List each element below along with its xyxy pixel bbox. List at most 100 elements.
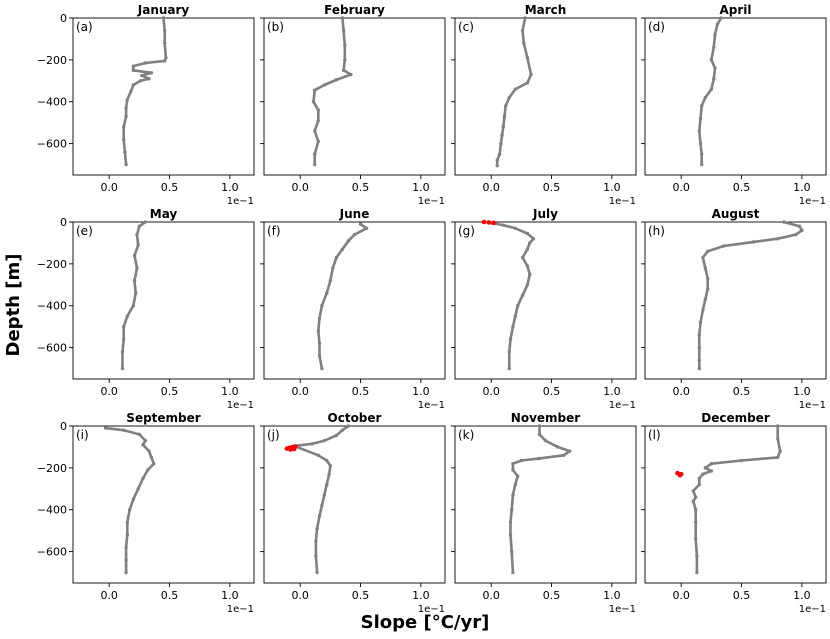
x-tick-label: 0.5: [543, 589, 561, 602]
profile-point: [123, 150, 127, 154]
x-tick-label: 0.5: [733, 589, 751, 602]
profile-point: [121, 428, 126, 432]
panel-title: December: [701, 411, 770, 425]
x-tick-label: 0.0: [291, 385, 309, 398]
panel-january: January (a) 0.0 0.5 1.0 1e−1 0 −200 −400 −600: [37, 3, 255, 207]
profile-point: [520, 255, 525, 260]
profile-point: [511, 493, 515, 497]
y-tick-label: −400: [37, 96, 67, 109]
profile-point: [131, 64, 136, 68]
profile-point: [499, 141, 503, 146]
profile-point: [331, 266, 335, 270]
profile-point: [316, 108, 320, 112]
profile-point: [700, 104, 704, 108]
profile-point: [124, 106, 128, 110]
x-tick-label: 0.0: [672, 385, 690, 398]
x-tick-label: 0.5: [543, 181, 561, 194]
x-tick-label: 0.0: [291, 589, 309, 602]
profile-point: [120, 350, 125, 354]
profile-point: [698, 116, 703, 121]
x-scale-label: 1e−1: [227, 604, 254, 615]
profile-point: [322, 438, 327, 443]
profile-point: [713, 66, 717, 70]
profile-point: [121, 125, 126, 129]
y-tick-label: −600: [37, 138, 67, 151]
panel-frame: [454, 221, 637, 380]
profile-point: [511, 570, 515, 575]
profile-point: [343, 58, 347, 62]
profile-point: [525, 264, 530, 268]
profile-point: [120, 366, 125, 371]
profile-point: [147, 77, 151, 81]
panel-title: July: [532, 207, 558, 221]
x-axis-title: Slope [°C/yr]: [361, 612, 490, 633]
profile-point: [312, 129, 317, 133]
profile-point: [103, 426, 108, 430]
profile-point: [128, 508, 132, 512]
x-tick-label: 0.0: [482, 385, 500, 398]
profile-point: [164, 56, 168, 60]
profile-point: [703, 266, 708, 270]
profile-point: [316, 329, 320, 333]
x-tick-label: 1.0: [412, 181, 430, 194]
panel-title: August: [712, 207, 760, 221]
profile-series: [121, 220, 147, 370]
x-tick-label: 1.0: [412, 589, 430, 602]
profile-point: [510, 549, 514, 554]
profile-point: [131, 304, 136, 308]
panel-september: September (i) 0.0 0.5 1.0 1e−1 0 −200 −400 −600: [37, 411, 255, 615]
profile-point: [346, 239, 351, 243]
profile-point: [693, 520, 698, 524]
x-scale-label: 1e−1: [418, 196, 445, 207]
y-tick-label: −600: [37, 546, 67, 559]
profile-point: [701, 472, 705, 476]
profile-point: [141, 443, 145, 447]
panel-title: March: [525, 3, 567, 17]
profile-point: [709, 461, 714, 466]
x-scale-label: 1e−1: [227, 400, 254, 411]
profile-point: [136, 487, 140, 491]
profile-point: [713, 33, 717, 37]
profile-point: [316, 118, 320, 123]
profile-point: [721, 244, 726, 248]
profile-point: [706, 276, 710, 281]
profile-point: [131, 83, 136, 87]
profile-point: [147, 449, 151, 453]
profile-point: [519, 458, 524, 463]
profile-point: [507, 366, 511, 371]
highlight-point: [677, 472, 683, 478]
profile-point: [312, 88, 317, 92]
profile-point: [137, 432, 142, 437]
x-tick-label: 0.5: [161, 181, 179, 194]
highlight-point: [291, 446, 297, 452]
profile-point: [340, 16, 345, 20]
profile-point: [136, 243, 140, 247]
profile-point: [364, 226, 369, 230]
y-tick-label: −200: [37, 462, 67, 475]
profile-point: [698, 141, 703, 146]
profile-point: [125, 314, 129, 318]
x-tick-label: 1.0: [603, 589, 621, 602]
profile-point: [691, 489, 695, 493]
profile-point: [528, 241, 532, 245]
profile-point: [695, 570, 699, 575]
profile-point: [525, 283, 530, 287]
x-tick-label: 1.0: [221, 181, 239, 194]
profile-point: [135, 232, 139, 237]
profile-point: [522, 41, 526, 45]
y-tick-label: −400: [37, 300, 67, 313]
profile-point: [697, 333, 701, 337]
profile-point: [322, 83, 327, 87]
profile-point: [510, 508, 514, 512]
profile-point: [525, 247, 530, 251]
profile-point: [697, 476, 701, 481]
profile-point: [537, 424, 542, 428]
profile-point: [343, 43, 347, 47]
panel-october: October (j) 0.0 0.5 1.0 1e−1: [260, 411, 446, 615]
profile-point: [715, 22, 720, 26]
panel-frame: [72, 221, 255, 380]
profile-point: [520, 28, 525, 33]
profile-point: [163, 28, 167, 33]
highlight-point: [288, 447, 293, 452]
profile-point: [161, 16, 166, 20]
